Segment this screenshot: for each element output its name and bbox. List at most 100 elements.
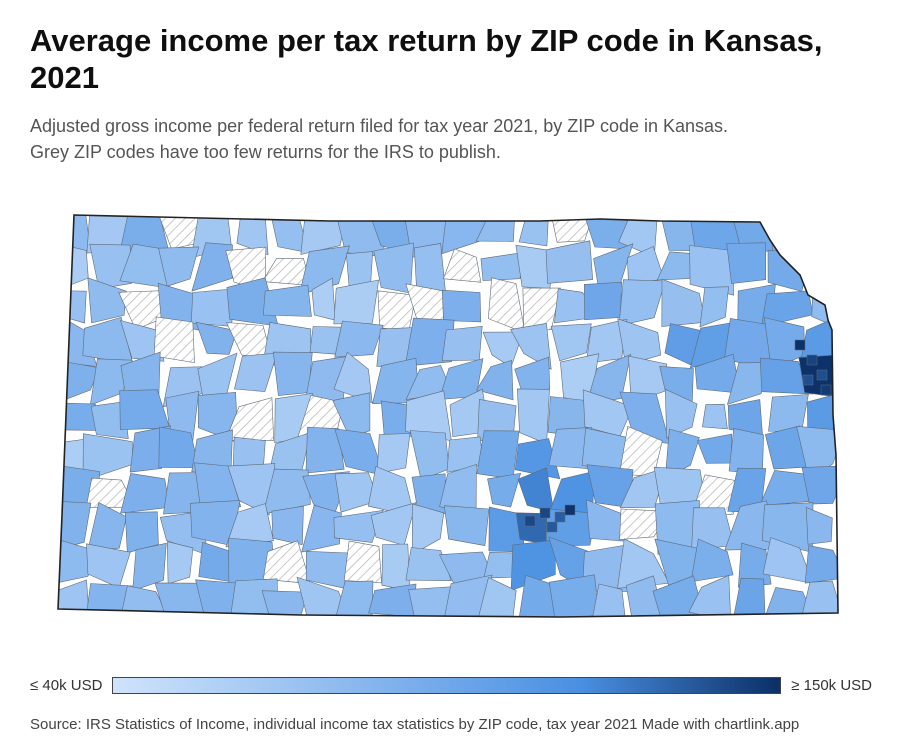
zip-region[interactable] <box>510 323 552 370</box>
zip-region[interactable] <box>548 574 600 621</box>
zip-region[interactable] <box>298 245 350 296</box>
zip-region[interactable] <box>271 505 304 546</box>
zip-region[interactable] <box>690 538 734 583</box>
zip-region[interactable] <box>728 428 764 475</box>
zip-region[interactable] <box>195 579 244 619</box>
zip-region[interactable] <box>550 323 592 362</box>
zip-region[interactable] <box>87 502 127 552</box>
zip-region[interactable] <box>119 389 171 430</box>
zip-region[interactable] <box>227 463 276 516</box>
zip-region[interactable] <box>443 505 490 546</box>
zip-region-urban[interactable] <box>802 374 814 386</box>
zip-region[interactable] <box>165 390 200 441</box>
zip-region-urban[interactable] <box>806 354 818 366</box>
zip-region[interactable] <box>381 543 411 592</box>
zip-region-urban[interactable] <box>816 369 828 381</box>
zip-region[interactable] <box>441 325 483 362</box>
zip-region[interactable] <box>333 279 380 325</box>
zip-region[interactable] <box>132 542 167 592</box>
zip-region[interactable] <box>696 433 733 464</box>
zip-region[interactable] <box>58 243 89 288</box>
zip-region[interactable] <box>514 438 561 480</box>
zip-region[interactable] <box>518 575 564 621</box>
zip-region[interactable] <box>768 394 809 432</box>
zip-region-urban[interactable] <box>546 521 558 533</box>
zip-region[interactable] <box>301 504 342 553</box>
zip-region-urban[interactable] <box>524 515 536 527</box>
zip-region-urban[interactable] <box>539 507 551 519</box>
zip-region[interactable] <box>591 583 627 624</box>
zip-region[interactable] <box>800 580 842 620</box>
zip-region[interactable] <box>799 248 847 286</box>
zip-region[interactable] <box>480 251 526 281</box>
zip-region[interactable] <box>803 205 844 254</box>
zip-region-no-data[interactable] <box>487 277 526 334</box>
zip-region[interactable] <box>689 245 734 296</box>
zip-region-urban[interactable] <box>794 339 806 351</box>
zip-region[interactable] <box>195 321 238 355</box>
zip-region[interactable] <box>90 401 129 440</box>
zip-region[interactable] <box>166 541 194 585</box>
zip-region[interactable] <box>262 284 312 317</box>
zip-region[interactable] <box>120 320 165 362</box>
zip-region[interactable] <box>510 539 556 592</box>
zip-region[interactable] <box>300 212 348 255</box>
zip-region[interactable] <box>86 543 131 589</box>
zip-region[interactable] <box>124 511 159 554</box>
zip-region[interactable] <box>476 430 520 480</box>
zip-region-no-data[interactable] <box>153 316 195 364</box>
zip-region[interactable] <box>805 506 833 545</box>
zip-region[interactable] <box>487 472 522 508</box>
zip-region[interactable] <box>370 502 417 546</box>
zip-region[interactable] <box>514 356 551 395</box>
zip-region[interactable] <box>191 242 233 292</box>
zip-region[interactable] <box>333 351 373 404</box>
zip-region[interactable] <box>158 246 200 287</box>
zip-region[interactable] <box>332 392 371 439</box>
zip-region[interactable] <box>444 574 493 620</box>
zip-region[interactable] <box>617 318 662 366</box>
zip-region[interactable] <box>376 433 411 474</box>
zip-region[interactable] <box>732 577 766 623</box>
zip-region[interactable] <box>759 470 811 506</box>
zip-region[interactable] <box>368 583 417 617</box>
zip-region[interactable] <box>664 428 700 479</box>
zip-region[interactable] <box>272 351 313 396</box>
zip-region[interactable] <box>441 289 482 323</box>
zip-region-urban[interactable] <box>554 511 566 523</box>
zip-region[interactable] <box>225 503 274 548</box>
zip-region[interactable] <box>334 580 374 622</box>
zip-region[interactable] <box>120 473 170 514</box>
zip-region[interactable] <box>408 586 455 623</box>
zip-region[interactable] <box>234 352 278 392</box>
zip-region[interactable] <box>726 242 767 284</box>
zip-region-urban[interactable] <box>820 384 832 396</box>
zip-region[interactable] <box>60 290 87 324</box>
zip-region[interactable] <box>583 281 623 321</box>
zip-region[interactable] <box>737 542 772 588</box>
zip-region[interactable] <box>236 213 269 256</box>
zip-region[interactable] <box>262 468 311 515</box>
zip-region[interactable] <box>305 426 345 474</box>
zip-region[interactable] <box>404 317 455 367</box>
zip-region[interactable] <box>518 213 549 247</box>
zip-region[interactable] <box>411 503 445 556</box>
zip-region[interactable] <box>664 388 698 439</box>
zip-region[interactable] <box>801 465 848 505</box>
zip-region[interactable] <box>409 430 450 481</box>
zip-region[interactable] <box>804 545 846 584</box>
zip-region[interactable] <box>699 286 729 328</box>
zip-region[interactable] <box>759 357 814 395</box>
zip-region[interactable] <box>702 403 728 430</box>
zip-region-urban[interactable] <box>564 504 576 516</box>
zip-region-no-data[interactable] <box>225 397 275 441</box>
zip-region-no-data[interactable] <box>522 287 561 331</box>
zip-region[interactable] <box>476 576 517 622</box>
zip-region-no-data[interactable] <box>343 540 382 584</box>
zip-region[interactable] <box>545 240 594 284</box>
kansas-zip-map[interactable] <box>0 195 900 635</box>
zip-region[interactable] <box>688 574 732 621</box>
zip-region[interactable] <box>618 279 666 327</box>
zip-region[interactable] <box>87 277 127 324</box>
zip-region[interactable] <box>333 509 384 543</box>
